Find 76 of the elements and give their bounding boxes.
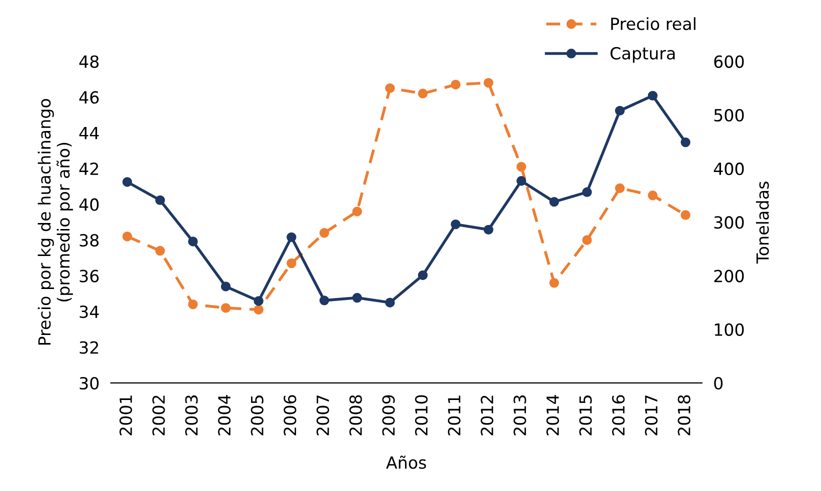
- y-tick-label: 46: [79, 91, 99, 104]
- y-tick-label: 30: [80, 376, 99, 390]
- y2-tick-label: 200: [714, 270, 744, 282]
- point: [549, 196, 560, 207]
- y2-tick-label: 500: [714, 108, 744, 122]
- point: [614, 106, 625, 116]
- point: [582, 235, 592, 245]
- point: [582, 187, 592, 198]
- point: [155, 195, 165, 206]
- y-tick-label: 42: [79, 162, 98, 175]
- x-tick-label: 2012: [480, 396, 494, 436]
- point: [484, 78, 494, 88]
- y-axis-title: Precio por kg de huachinango (promedio por año): [38, 99, 73, 345]
- x-tick-label: 2017: [644, 396, 658, 436]
- point: [450, 219, 461, 230]
- x-tick-label: 2016: [612, 395, 625, 436]
- point: [450, 80, 461, 90]
- y-tick-label: 32: [80, 341, 98, 354]
- point: [254, 304, 264, 315]
- y-tick-label: 36: [80, 270, 99, 282]
- x-tick-label: 2008: [349, 395, 362, 436]
- point: [188, 300, 198, 310]
- x-tick-label: 2007: [316, 396, 330, 436]
- x-tick-label: 2010: [415, 395, 428, 436]
- x-tick-label: 2001: [119, 396, 132, 436]
- point: [286, 232, 296, 242]
- x-tick-label: 2002: [152, 396, 165, 436]
- point: [122, 177, 132, 187]
- x-tick-label: 2014: [546, 395, 560, 436]
- y2-tick-label: 0: [714, 376, 723, 390]
- point: [418, 88, 428, 98]
- point: [352, 292, 362, 303]
- x-tick-label: 2015: [579, 396, 592, 436]
- x-tick-label: 2013: [514, 395, 526, 436]
- y2-tick-label: 400: [714, 162, 744, 176]
- legend-label: Captura: [610, 46, 675, 63]
- x-tick-label: 2018: [678, 395, 690, 436]
- point: [122, 232, 132, 242]
- y2-tick-label: 600: [714, 55, 744, 68]
- point: [385, 298, 395, 308]
- y-tick-label: 40: [79, 198, 99, 211]
- y2-tick-label: 300: [714, 216, 744, 229]
- point: [155, 246, 165, 256]
- point: [648, 90, 658, 101]
- point: [319, 228, 330, 238]
- point: [516, 162, 526, 172]
- point: [549, 278, 560, 288]
- x-tick-label: 2005: [250, 396, 264, 436]
- point: [484, 224, 494, 235]
- y-tick-label: 48: [79, 55, 99, 68]
- y-tick-label: 44: [79, 127, 99, 140]
- point: [680, 137, 690, 148]
- point: [516, 176, 526, 186]
- point: [680, 210, 690, 220]
- point: [319, 296, 330, 306]
- point: [254, 296, 264, 306]
- x-tick-label: 2004: [218, 395, 231, 436]
- y-tick-label: 34: [80, 305, 99, 318]
- point: [220, 282, 231, 292]
- point: [286, 258, 296, 268]
- y2-axis-title: Toneladas: [756, 182, 769, 264]
- point: [614, 183, 625, 194]
- point: [188, 236, 198, 246]
- x-axis-title: Años: [386, 456, 426, 469]
- x-tick-label: 2011: [448, 396, 460, 436]
- x-tick-label: 2009: [382, 395, 395, 436]
- x-tick-label: 2006: [284, 395, 296, 436]
- point: [385, 83, 395, 94]
- y2-tick-label: 100: [714, 323, 744, 336]
- legend-label: Precio real: [611, 17, 696, 30]
- point: [418, 270, 428, 280]
- x-tick-label: 2003: [185, 395, 198, 436]
- point: [220, 303, 231, 313]
- y-tick-label: 38: [80, 234, 99, 247]
- point: [352, 206, 362, 216]
- point: [648, 190, 658, 200]
